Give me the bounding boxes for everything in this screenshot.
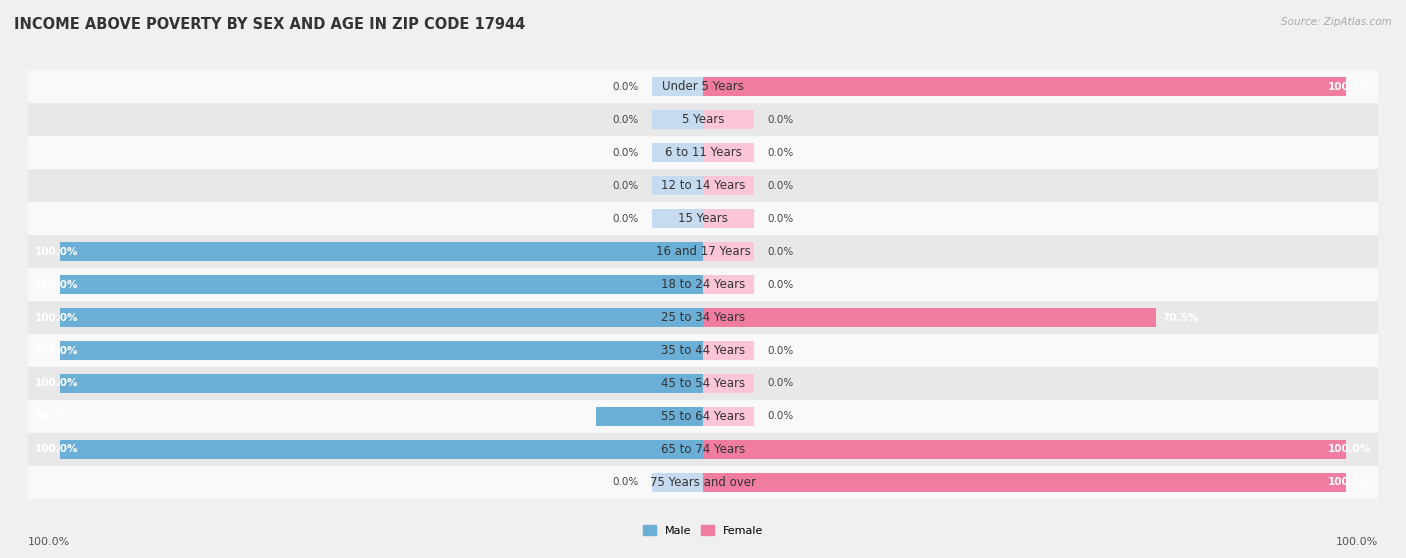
Bar: [651, 473, 703, 492]
Bar: [651, 77, 703, 97]
Bar: [703, 440, 1346, 459]
Text: 45 to 54 Years: 45 to 54 Years: [661, 377, 745, 390]
Text: 0.0%: 0.0%: [768, 411, 793, 421]
Bar: [703, 341, 755, 360]
Text: 0.0%: 0.0%: [768, 280, 793, 290]
Bar: [596, 407, 703, 426]
Bar: [60, 308, 703, 327]
Text: 0.0%: 0.0%: [613, 181, 638, 191]
Bar: [60, 242, 703, 261]
Text: 0.0%: 0.0%: [613, 81, 638, 92]
Text: 100.0%: 100.0%: [1327, 444, 1371, 454]
Bar: [651, 176, 703, 195]
Bar: [703, 176, 755, 195]
FancyBboxPatch shape: [28, 400, 1378, 433]
Bar: [60, 440, 703, 459]
FancyBboxPatch shape: [28, 70, 1378, 103]
Text: 0.0%: 0.0%: [768, 115, 793, 125]
Text: 0.0%: 0.0%: [768, 247, 793, 257]
FancyBboxPatch shape: [28, 202, 1378, 235]
Bar: [60, 341, 703, 360]
FancyBboxPatch shape: [28, 301, 1378, 334]
Text: 55 to 64 Years: 55 to 64 Years: [661, 410, 745, 423]
Text: 100.0%: 100.0%: [28, 537, 70, 547]
FancyBboxPatch shape: [28, 466, 1378, 499]
Bar: [703, 374, 755, 393]
Bar: [651, 110, 703, 129]
Text: 0.0%: 0.0%: [613, 214, 638, 224]
FancyBboxPatch shape: [28, 268, 1378, 301]
FancyBboxPatch shape: [28, 169, 1378, 202]
Bar: [703, 275, 755, 294]
Text: 18 to 24 Years: 18 to 24 Years: [661, 278, 745, 291]
Text: INCOME ABOVE POVERTY BY SEX AND AGE IN ZIP CODE 17944: INCOME ABOVE POVERTY BY SEX AND AGE IN Z…: [14, 17, 526, 32]
FancyBboxPatch shape: [28, 367, 1378, 400]
Text: 100.0%: 100.0%: [35, 312, 79, 323]
Text: 25 to 34 Years: 25 to 34 Years: [661, 311, 745, 324]
Text: 0.0%: 0.0%: [768, 181, 793, 191]
Text: 0.0%: 0.0%: [613, 148, 638, 158]
Bar: [703, 209, 755, 228]
Text: 100.0%: 100.0%: [35, 444, 79, 454]
Bar: [651, 209, 703, 228]
Text: 16.7%: 16.7%: [35, 411, 70, 421]
Text: 0.0%: 0.0%: [768, 214, 793, 224]
Text: 6 to 11 Years: 6 to 11 Years: [665, 146, 741, 159]
FancyBboxPatch shape: [28, 433, 1378, 466]
Text: 0.0%: 0.0%: [768, 378, 793, 388]
FancyBboxPatch shape: [28, 136, 1378, 169]
Text: 15 Years: 15 Years: [678, 212, 728, 225]
Bar: [703, 77, 1346, 97]
Text: 65 to 74 Years: 65 to 74 Years: [661, 443, 745, 456]
Text: 12 to 14 Years: 12 to 14 Years: [661, 179, 745, 192]
Text: 16 and 17 Years: 16 and 17 Years: [655, 245, 751, 258]
Text: 70.5%: 70.5%: [1163, 312, 1199, 323]
Text: 0.0%: 0.0%: [768, 148, 793, 158]
FancyBboxPatch shape: [28, 103, 1378, 136]
Bar: [651, 143, 703, 162]
Bar: [703, 242, 755, 261]
Text: 100.0%: 100.0%: [35, 345, 79, 355]
Text: 0.0%: 0.0%: [768, 345, 793, 355]
Text: Source: ZipAtlas.com: Source: ZipAtlas.com: [1281, 17, 1392, 27]
Text: 0.0%: 0.0%: [613, 478, 638, 488]
Text: 35 to 44 Years: 35 to 44 Years: [661, 344, 745, 357]
Text: Under 5 Years: Under 5 Years: [662, 80, 744, 93]
Bar: [703, 308, 1156, 327]
Bar: [60, 275, 703, 294]
Bar: [703, 473, 1346, 492]
Text: 100.0%: 100.0%: [1336, 537, 1378, 547]
Text: 100.0%: 100.0%: [35, 247, 79, 257]
FancyBboxPatch shape: [28, 334, 1378, 367]
Text: 100.0%: 100.0%: [1327, 478, 1371, 488]
Text: 75 Years and over: 75 Years and over: [650, 476, 756, 489]
Bar: [703, 143, 755, 162]
Bar: [60, 374, 703, 393]
Text: 100.0%: 100.0%: [35, 378, 79, 388]
Text: 100.0%: 100.0%: [1327, 81, 1371, 92]
Legend: Male, Female: Male, Female: [638, 521, 768, 540]
Bar: [703, 407, 755, 426]
Bar: [703, 110, 755, 129]
Text: 0.0%: 0.0%: [613, 115, 638, 125]
FancyBboxPatch shape: [28, 235, 1378, 268]
Text: 100.0%: 100.0%: [35, 280, 79, 290]
Text: 5 Years: 5 Years: [682, 113, 724, 126]
